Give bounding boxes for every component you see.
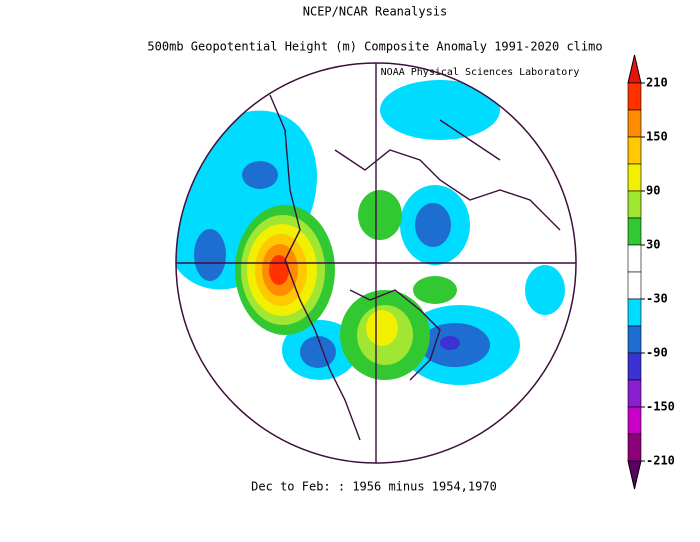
colorbar-bin [627,325,642,354]
colorbar-bin [627,379,642,408]
colorbar-label: -150 [646,400,675,414]
colorbar-label: 210 [646,76,668,90]
colorbar-bin [627,433,642,462]
colorbar-label: -90 [646,346,668,360]
colorbar-label: 30 [646,238,660,252]
colorbar-over [627,54,642,84]
colorbar-bin [627,82,642,111]
colorbar: 210 150 90 30 -30 -90 -150 -210 [627,54,675,490]
colorbar-bin [627,163,642,192]
colorbar-label: 90 [646,184,660,198]
colorbar-bin [627,352,642,381]
colorbar-bin [627,136,642,165]
credit: NOAA Physical Sciences Laboratory [381,67,580,78]
colorbar-bin [627,217,642,246]
colorbar-under [627,460,642,490]
colorbar-bin [627,190,642,219]
colorbar-bin [627,406,642,435]
title: NCEP/NCAR Reanalysis [303,5,448,19]
colorbar-bin [627,298,642,327]
colorbar-bin [627,109,642,138]
colorbar-bin [627,244,642,273]
map-border [175,62,577,464]
colorbar-bin [627,271,642,300]
caption: Dec to Feb: : 1956 minus 1954,1970 [251,480,497,494]
subtitle: 500mb Geopotential Height (m) Composite … [147,40,602,54]
colorbar-label: 150 [646,130,668,144]
colorbar-label: -210 [646,454,675,468]
map [176,63,576,463]
colorbar-label: -30 [646,292,668,306]
